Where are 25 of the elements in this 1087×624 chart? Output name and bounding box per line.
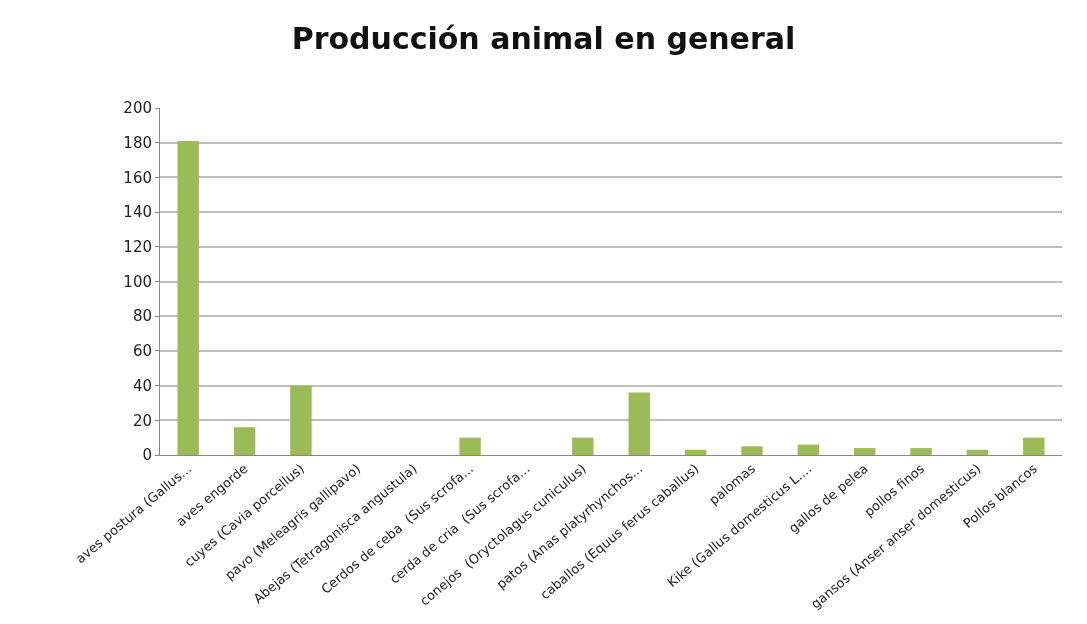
y-tick-label: 160 (123, 168, 152, 187)
chart-title: Producción animal en general (291, 21, 796, 57)
bar (966, 449, 989, 455)
bar (290, 385, 312, 455)
y-tick-label: 60 (132, 342, 152, 361)
y-tick-label: 20 (132, 411, 152, 430)
y-tick-label: 80 (132, 307, 152, 326)
y-tick-label: 120 (123, 238, 152, 257)
bar (741, 446, 763, 455)
bar (684, 449, 707, 455)
bar (572, 437, 594, 455)
bar (910, 448, 932, 455)
y-tick-label: 100 (123, 272, 152, 291)
y-tick-label: 200 (123, 99, 152, 118)
bar (853, 448, 876, 455)
y-tick-label: 40 (132, 376, 152, 395)
bar (177, 140, 199, 455)
bar (459, 437, 481, 455)
y-tick-label: 0 (142, 446, 152, 465)
bar (628, 392, 650, 455)
y-tick-label: 180 (123, 133, 152, 152)
bar (1023, 437, 1045, 455)
bar (797, 444, 820, 455)
y-tick-label: 140 (123, 203, 152, 222)
bar (233, 427, 256, 455)
